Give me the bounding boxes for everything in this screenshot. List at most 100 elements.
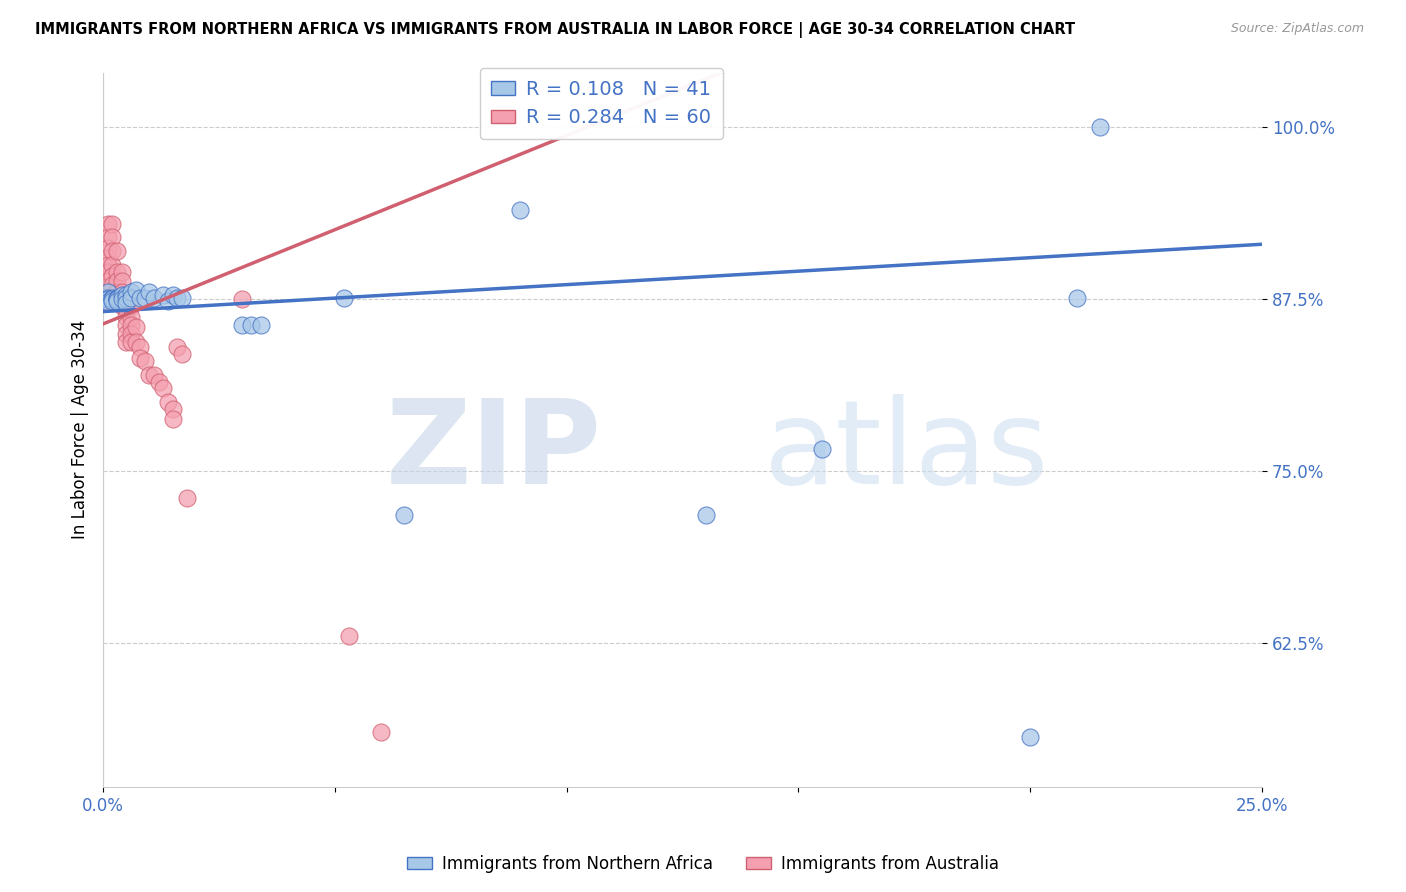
- Point: [105, 274, 128, 288]
- Point: [115, 301, 138, 316]
- Point: [134, 354, 156, 368]
- Point: [101, 244, 124, 259]
- Point: [240, 318, 263, 333]
- Point: [105, 265, 128, 279]
- Point: [162, 288, 184, 302]
- Point: [101, 293, 124, 308]
- Point: [97, 294, 120, 309]
- Point: [115, 296, 138, 310]
- Y-axis label: In Labor Force | Age 30-34: In Labor Force | Age 30-34: [72, 320, 89, 540]
- Point: [120, 318, 142, 333]
- Point: [115, 291, 138, 305]
- Point: [115, 288, 138, 302]
- Point: [152, 382, 174, 396]
- Point: [105, 285, 128, 300]
- Point: [91, 292, 114, 306]
- Point: [509, 202, 531, 217]
- Point: [120, 334, 142, 349]
- Point: [105, 292, 128, 306]
- Point: [111, 285, 134, 300]
- Point: [105, 244, 128, 259]
- Point: [101, 288, 124, 302]
- Point: [111, 299, 134, 313]
- Point: [101, 292, 124, 306]
- Point: [148, 375, 170, 389]
- Point: [97, 274, 120, 288]
- Point: [91, 291, 114, 305]
- Point: [120, 291, 142, 305]
- Point: [115, 326, 138, 341]
- Point: [170, 347, 193, 361]
- Point: [231, 292, 253, 306]
- Point: [97, 217, 120, 231]
- Point: [157, 395, 180, 409]
- Point: [91, 291, 114, 305]
- Point: [97, 258, 120, 272]
- Point: [157, 293, 180, 308]
- Point: [170, 291, 193, 305]
- Point: [91, 294, 114, 309]
- Point: [115, 310, 138, 324]
- Point: [105, 294, 128, 309]
- Point: [337, 629, 360, 643]
- Point: [97, 292, 120, 306]
- Point: [333, 291, 356, 305]
- Point: [1088, 120, 1111, 135]
- Point: [115, 318, 138, 333]
- Point: [111, 292, 134, 306]
- Point: [176, 491, 198, 506]
- Point: [101, 291, 124, 305]
- Point: [124, 334, 146, 349]
- Point: [120, 326, 142, 341]
- Point: [97, 241, 120, 255]
- Point: [97, 292, 120, 306]
- Point: [124, 283, 146, 297]
- Point: [129, 351, 152, 366]
- Point: [101, 278, 124, 293]
- Point: [134, 291, 156, 305]
- Point: [166, 340, 188, 354]
- Point: [101, 230, 124, 244]
- Point: [97, 265, 120, 279]
- Point: [370, 725, 392, 739]
- Point: [249, 318, 271, 333]
- Point: [111, 292, 134, 306]
- Point: [1066, 291, 1088, 305]
- Legend: Immigrants from Northern Africa, Immigrants from Australia: Immigrants from Northern Africa, Immigra…: [401, 848, 1005, 880]
- Legend: R = 0.108   N = 41, R = 0.284   N = 60: R = 0.108 N = 41, R = 0.284 N = 60: [479, 68, 723, 139]
- Point: [120, 299, 142, 313]
- Point: [111, 274, 134, 288]
- Point: [162, 402, 184, 417]
- Point: [129, 340, 152, 354]
- Text: atlas: atlas: [763, 393, 1049, 508]
- Point: [124, 319, 146, 334]
- Point: [111, 296, 134, 310]
- Point: [138, 368, 160, 382]
- Point: [101, 268, 124, 283]
- Point: [101, 217, 124, 231]
- Text: IMMIGRANTS FROM NORTHERN AFRICA VS IMMIGRANTS FROM AUSTRALIA IN LABOR FORCE | AG: IMMIGRANTS FROM NORTHERN AFRICA VS IMMIG…: [35, 22, 1076, 38]
- Point: [120, 285, 142, 300]
- Point: [143, 368, 166, 382]
- Point: [97, 230, 120, 244]
- Point: [115, 292, 138, 306]
- Point: [105, 292, 128, 306]
- Point: [138, 285, 160, 300]
- Point: [115, 334, 138, 349]
- Point: [101, 258, 124, 272]
- Point: [105, 291, 128, 305]
- Point: [97, 291, 120, 305]
- Point: [101, 292, 124, 306]
- Point: [162, 411, 184, 425]
- Point: [111, 288, 134, 302]
- Point: [231, 318, 253, 333]
- Point: [166, 291, 188, 305]
- Point: [111, 265, 134, 279]
- Point: [1019, 731, 1042, 745]
- Point: [695, 508, 717, 522]
- Text: Source: ZipAtlas.com: Source: ZipAtlas.com: [1230, 22, 1364, 36]
- Point: [97, 285, 120, 300]
- Point: [105, 293, 128, 308]
- Point: [129, 291, 152, 305]
- Point: [97, 251, 120, 265]
